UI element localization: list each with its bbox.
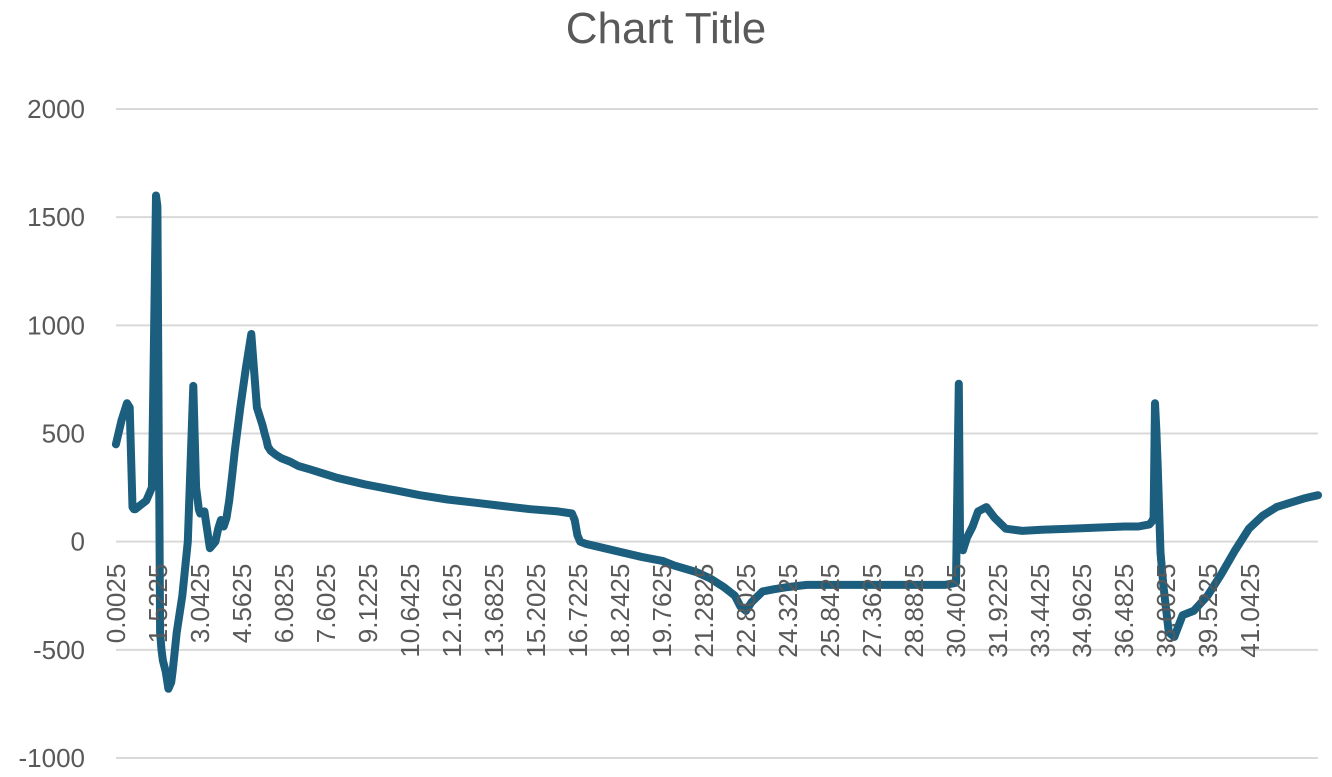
x-tick-label: 10.6425 [395, 564, 425, 658]
x-tick-label: 31.9225 [983, 564, 1013, 658]
x-tick-label: 0.0025 [101, 564, 131, 644]
x-tick-label: 30.4025 [941, 564, 971, 658]
x-tick-label: 34.9625 [1067, 564, 1097, 658]
x-tick-label: 19.7625 [647, 564, 677, 658]
x-tick-label: 41.0425 [1235, 564, 1265, 658]
x-tick-label: 7.6025 [311, 564, 341, 644]
y-tick-label: 1500 [27, 202, 85, 232]
x-tick-label: 12.1625 [437, 564, 467, 658]
x-tick-label: 39.5225 [1193, 564, 1223, 658]
x-tick-label: 25.8425 [815, 564, 845, 658]
y-axis-tick-labels: 2000 1500 1000 500 0 -500 -1000 [19, 94, 86, 773]
gridlines [116, 108, 1318, 759]
x-tick-label: 16.7225 [563, 564, 593, 658]
x-tick-label: 27.3625 [857, 564, 887, 658]
series-line [111, 191, 1322, 693]
y-tick-label: 1000 [27, 310, 85, 340]
x-tick-label: 38.0025 [1151, 564, 1181, 658]
x-tick-label: 1.5225 [143, 564, 173, 644]
series-layer [111, 191, 1322, 693]
x-tick-label: 18.2425 [605, 564, 635, 658]
x-tick-label: 9.1225 [353, 564, 383, 644]
x-tick-label: 4.5625 [227, 564, 257, 644]
x-tick-label: 6.0825 [269, 564, 299, 644]
y-tick-label: 500 [42, 419, 85, 449]
x-tick-label: 22.8025 [731, 564, 761, 658]
x-tick-label: 15.2025 [521, 564, 551, 658]
y-tick-label: -1000 [19, 743, 86, 773]
x-tick-label: 28.8825 [899, 564, 929, 658]
y-tick-label: 2000 [27, 94, 85, 124]
x-tick-label: 33.4425 [1025, 564, 1055, 658]
x-tick-label: 24.3225 [773, 564, 803, 658]
x-tick-label: 13.6825 [479, 564, 509, 658]
x-tick-label: 36.4825 [1109, 564, 1139, 658]
y-tick-label: -500 [33, 635, 85, 665]
x-tick-label: 21.2825 [689, 564, 719, 658]
chart-title: Chart Title [565, 4, 767, 53]
x-axis-tick-labels: 0.0025 1.5225 3.0425 4.5625 6.0825 7.6025 9.12… [101, 564, 1265, 658]
x-tick-label: 3.0425 [185, 564, 215, 644]
y-tick-label: 0 [71, 527, 85, 557]
